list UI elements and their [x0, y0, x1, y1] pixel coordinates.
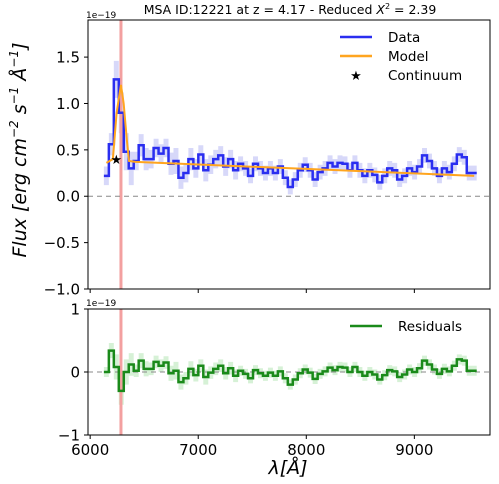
legend-continuum-label: Continuum: [388, 68, 462, 84]
x-tick-label: 7000: [179, 441, 217, 459]
y-tick-label: 1.0: [56, 95, 80, 113]
x-tick-label: 8000: [287, 441, 325, 459]
legend-residuals-label: Residuals: [398, 319, 462, 335]
x-axis-label: λ[Å]: [267, 456, 307, 479]
residuals-series-line: [103, 349, 477, 393]
residuals-error-band: [103, 343, 477, 405]
y-tick-label: −1: [58, 427, 80, 445]
legend-continuum-marker: ★: [350, 69, 362, 84]
y-tick-label: 0.5: [56, 141, 80, 159]
residuals-panel: 1e−19 −1 0 1 6000 7000 8000 9000 λ[Å] Residua…: [58, 289, 491, 479]
residuals-legend: Residuals: [350, 319, 462, 335]
y-tick-label: 1: [70, 301, 80, 319]
y-tick-label: −1.0: [44, 281, 80, 299]
continuum-marker: ★: [110, 153, 122, 168]
x-axis: 6000 7000 8000 9000: [71, 289, 433, 459]
main-plot-area: ★: [87, 19, 491, 290]
y-tick-label: 0: [70, 364, 80, 382]
main-offset-text: 1e−19: [86, 11, 117, 21]
data-series-line: [103, 78, 477, 189]
legend-data-label: Data: [388, 30, 420, 46]
y-tick-label: 0.0: [56, 188, 80, 206]
main-panel: 1e−19 ★ −1.0 −0.5 0.0 0.5 1.0 1.5 Flux [erg c…: [7, 11, 491, 299]
y-tick-label: −0.5: [44, 234, 80, 252]
main-legend: Data Model ★ Continuum: [340, 30, 462, 84]
x-tick-label: 9000: [395, 441, 433, 459]
y-tick-label: 1.5: [56, 49, 80, 67]
model-series-line: [105, 84, 475, 177]
y-axis-label: Flux [erg cm−2 s−1 Å−1]: [7, 42, 31, 257]
main-frame: [87, 19, 491, 290]
chart-title: MSA ID:12221 at z = 4.17 - Reduced X2 = …: [144, 2, 437, 17]
residuals-offset-text: 1e−19: [86, 299, 117, 309]
legend-model-label: Model: [388, 49, 429, 65]
residuals-y-axis: −1 0 1: [58, 301, 88, 445]
main-y-axis: −1.0 −0.5 0.0 0.5 1.0 1.5: [44, 49, 88, 299]
x-tick-label: 6000: [71, 441, 109, 459]
